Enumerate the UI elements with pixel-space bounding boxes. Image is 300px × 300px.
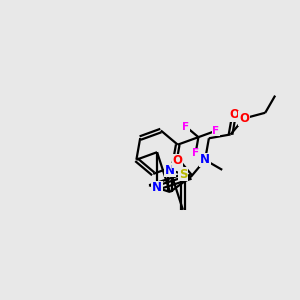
Text: N: N [165, 164, 175, 176]
Text: S: S [179, 168, 187, 181]
Text: O: O [239, 112, 249, 125]
Text: F: F [182, 122, 189, 131]
Text: N: N [200, 153, 210, 167]
Text: O: O [229, 109, 239, 122]
Text: N: N [152, 181, 162, 194]
Text: F: F [192, 148, 199, 158]
Text: F: F [212, 126, 220, 136]
Text: O: O [172, 154, 182, 167]
